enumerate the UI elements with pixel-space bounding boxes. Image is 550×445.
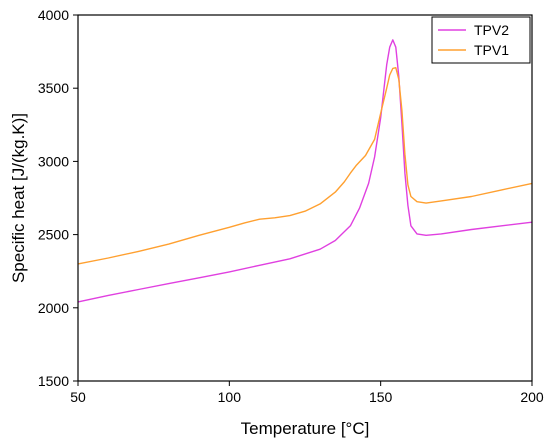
series-line-tpv2 [77,39,533,303]
legend-label-tpv2: TPV2 [474,22,509,38]
plot-frame [77,14,533,382]
legend: TPV2 TPV1 [431,16,531,64]
legend-box [431,16,531,64]
y-tick-label: 2000 [38,300,69,316]
ticks-layer: 50 100 150 200 1500 2000 2500 3000 3500 4000 [38,7,544,405]
y-tick-label: 3500 [38,80,69,96]
series-layer [77,39,533,303]
x-axis-label: Temperature [°C] [241,419,370,438]
y-tick-label: 4000 [38,7,69,23]
x-tick-label: 150 [369,389,393,405]
y-axis-label: Specific heat [J/(kg.K)] [9,113,28,283]
x-tick-label: 200 [520,389,544,405]
y-tick-label: 1500 [38,373,69,389]
y-tick-label: 3000 [38,153,69,169]
x-tick-label: 50 [70,389,86,405]
legend-label-tpv1: TPV1 [474,42,509,58]
y-tick-label: 2500 [38,227,69,243]
x-tick-label: 100 [218,389,242,405]
series-line-tpv1 [77,66,533,265]
